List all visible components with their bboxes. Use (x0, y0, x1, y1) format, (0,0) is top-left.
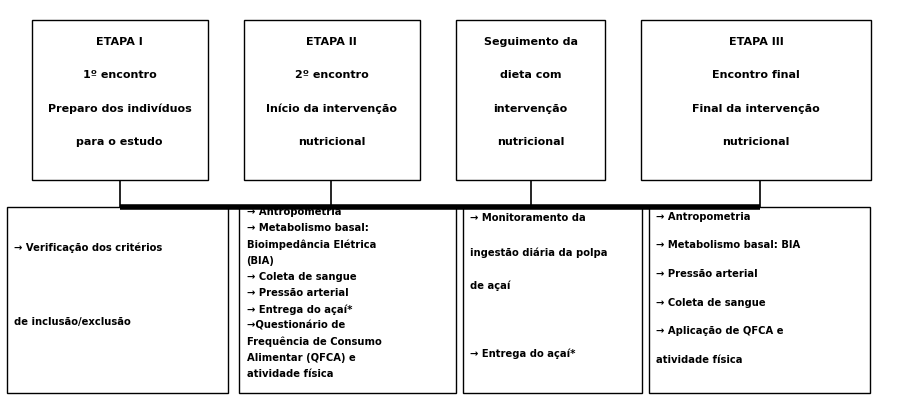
Text: atividade física: atividade física (656, 355, 742, 365)
Text: atividade física: atividade física (246, 369, 333, 379)
Text: → Entrega do açaí*: → Entrega do açaí* (470, 349, 575, 359)
Text: (BIA): (BIA) (246, 256, 274, 266)
FancyBboxPatch shape (32, 20, 207, 180)
Text: Final da intervenção: Final da intervenção (692, 104, 819, 113)
Text: 2º encontro: 2º encontro (295, 70, 368, 80)
Text: nutricional: nutricional (722, 137, 789, 147)
Text: ingestão diária da polpa: ingestão diária da polpa (470, 247, 607, 258)
Text: 1º encontro: 1º encontro (83, 70, 156, 80)
FancyBboxPatch shape (649, 207, 870, 393)
Text: nutricional: nutricional (496, 137, 564, 147)
Text: → Antropometria: → Antropometria (656, 211, 750, 222)
Text: intervenção: intervenção (492, 104, 567, 113)
Text: Encontro final: Encontro final (712, 70, 799, 80)
Text: dieta com: dieta com (499, 70, 561, 80)
Text: ETAPA II: ETAPA II (306, 37, 357, 47)
Text: Alimentar (QFCA) e: Alimentar (QFCA) e (246, 353, 354, 363)
FancyBboxPatch shape (7, 207, 228, 393)
FancyBboxPatch shape (239, 207, 456, 393)
Text: → Antropometria: → Antropometria (246, 207, 341, 217)
Text: → Metabolismo basal:: → Metabolismo basal: (246, 224, 368, 233)
Text: nutricional: nutricional (298, 137, 365, 147)
Text: → Coleta de sangue: → Coleta de sangue (656, 298, 765, 307)
Text: para o estudo: para o estudo (77, 137, 162, 147)
FancyBboxPatch shape (456, 20, 604, 180)
Text: → Verificação dos critérios: → Verificação dos critérios (14, 242, 162, 253)
FancyBboxPatch shape (244, 20, 419, 180)
Text: → Entrega do açaí*: → Entrega do açaí* (246, 304, 352, 315)
Text: → Metabolismo basal: BIA: → Metabolismo basal: BIA (656, 240, 800, 250)
Text: → Aplicação de QFCA e: → Aplicação de QFCA e (656, 326, 783, 336)
Text: Preparo dos indivíduos: Preparo dos indivíduos (48, 103, 191, 114)
Text: de açaí: de açaí (470, 281, 511, 292)
Text: Início da intervenção: Início da intervenção (266, 103, 397, 114)
Text: ETAPA I: ETAPA I (97, 37, 143, 47)
Text: → Monitoramento da: → Monitoramento da (470, 213, 585, 224)
Text: Bioimpedância Elétrica: Bioimpedância Elétrica (246, 239, 375, 250)
Text: → Pressão arterial: → Pressão arterial (246, 288, 348, 298)
Text: ETAPA III: ETAPA III (728, 37, 783, 47)
Text: → Coleta de sangue: → Coleta de sangue (246, 272, 355, 282)
Text: →Questionário de: →Questionário de (246, 321, 345, 330)
Text: de inclusão/exclusão: de inclusão/exclusão (14, 317, 131, 327)
Text: → Pressão arterial: → Pressão arterial (656, 269, 758, 279)
Text: Frequência de Consumo: Frequência de Consumo (246, 337, 381, 347)
Text: Seguimento da: Seguimento da (483, 37, 577, 47)
FancyBboxPatch shape (640, 20, 870, 180)
FancyBboxPatch shape (463, 207, 641, 393)
